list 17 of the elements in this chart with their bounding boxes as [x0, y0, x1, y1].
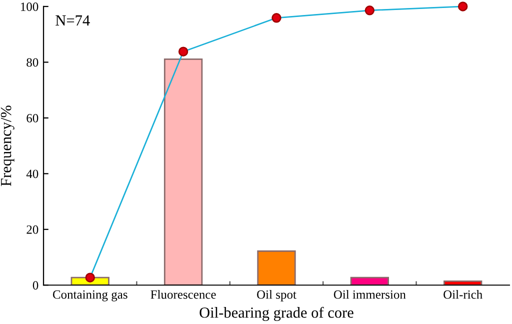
bar: [350, 276, 389, 286]
y-tick-label: 60: [26, 114, 38, 122]
y-axis-title: Frequency/%: [0, 106, 14, 186]
x-tick-label: Oil immersion: [334, 290, 406, 299]
x-tick-label: Oil spot: [257, 290, 296, 302]
y-tick-label: 0: [32, 281, 38, 290]
y-tick-label: 100: [21, 2, 38, 11]
annotation: N=74: [56, 15, 90, 26]
bar: [257, 250, 296, 286]
x-tick-label: Containing gas: [52, 290, 128, 302]
bar: [164, 58, 203, 286]
y-tick-label: 40: [26, 170, 38, 178]
y-tick-label: 80: [26, 58, 38, 67]
x-tick-label: Fluorescence: [150, 290, 216, 299]
x-tick-label: Oil-rich: [444, 290, 482, 299]
x-axis-title: Oil-bearing grade of core: [200, 306, 354, 321]
y-tick-label: 20: [26, 225, 38, 234]
